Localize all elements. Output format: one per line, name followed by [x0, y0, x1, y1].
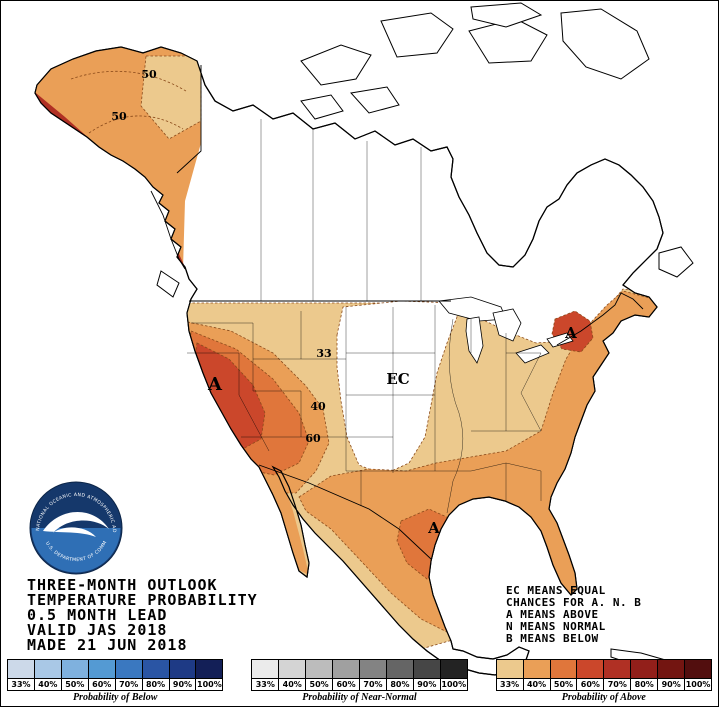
colorbar-tick-label: 60% — [577, 679, 605, 690]
great-lakes — [438, 296, 574, 364]
legend-note-line: CHANCES FOR A. N. B — [506, 596, 642, 609]
title-line: THREE-MONTH OUTLOOK — [27, 576, 218, 594]
alaska-50-contour — [70, 70, 187, 134]
colorbar-segment — [360, 660, 387, 678]
title-line: MADE 21 JUN 2018 — [27, 636, 188, 654]
colorbar-segment — [631, 660, 659, 678]
map-label-40: 40 — [310, 400, 326, 413]
colorbar-segment — [658, 660, 686, 678]
colorbar-segment — [386, 660, 414, 678]
title-block: THREE-MONTH OUTLOOK TEMPERATURE PROBABIL… — [27, 578, 258, 653]
map-label-a: A — [564, 324, 577, 342]
state-province-lines — [187, 119, 542, 514]
colorbar-tick-label: 90% — [170, 679, 197, 690]
colorbar-tick-label: 80% — [387, 679, 414, 690]
lake-erie — [515, 344, 550, 364]
colorbar-tick-label: 33% — [497, 679, 524, 690]
logo-lower-half — [31, 528, 121, 573]
map-label-60: 60 — [305, 432, 321, 445]
colorbar-tick-label: 33% — [252, 679, 280, 690]
colorbar-segment — [604, 660, 632, 678]
map-label-50: 50 — [141, 68, 157, 81]
colorbar-tick-label: 100% — [441, 680, 467, 689]
colorbar-segment — [685, 660, 712, 678]
colorbar-segment — [279, 660, 307, 678]
legend-note-line: B MEANS BELOW — [506, 632, 599, 645]
colorbar-tick-label: 40% — [524, 679, 551, 690]
title-line: TEMPERATURE PROBABILITY — [27, 591, 258, 609]
colorbar-segment — [115, 660, 143, 678]
colorbar-segment — [440, 660, 467, 678]
colorbar-segment — [523, 660, 551, 678]
colorbar-segment — [550, 660, 578, 678]
title-line: 0.5 MONTH LEAD — [27, 606, 168, 624]
colorbar-tick-label: 40% — [279, 679, 307, 690]
colorbar-segment — [61, 660, 89, 678]
colorbar-tick-label: 90% — [658, 679, 686, 690]
map-label-50: 50 — [111, 110, 127, 123]
probability-colorbars: 33% 40% 50% 60% 70% 80% 90% 100% Probability of … — [7, 659, 712, 703]
seagull-icon — [43, 511, 109, 537]
map-label-ec: EC — [386, 370, 409, 388]
colorbar-tick-label: 60% — [333, 679, 361, 690]
lake-huron — [492, 308, 522, 342]
lake-michigan — [465, 316, 484, 364]
legend-note-line: N MEANS NORMAL — [506, 620, 606, 633]
colorbar-segment — [577, 660, 605, 678]
lake-ontario — [546, 332, 574, 348]
map-label-a: A — [207, 374, 223, 395]
colorbar-segment — [8, 660, 35, 678]
colorbar-tick-label: 33% — [8, 679, 35, 690]
colorbar-tick-label: 60% — [89, 679, 116, 690]
national-borders — [150, 65, 644, 560]
colorbar-tick-label: 90% — [414, 679, 441, 690]
colorbar-tick-label: 50% — [62, 679, 89, 690]
colorbar-segment — [252, 660, 280, 678]
colorbar-segment — [34, 660, 62, 678]
colorbar-segment — [333, 660, 361, 678]
colorbar-above: 33% 40% 50% 60% 70% 80% 90% 100% Probability of … — [495, 659, 712, 703]
colorbar-below: 33% 40% 50% 60% 70% 80% 90% 100% Probability of … — [7, 659, 224, 703]
colorbar-caption: Probability of Below — [72, 692, 158, 703]
colorbar-tick-label: 100% — [685, 680, 711, 689]
ec-legend-note: EC MEANS EQUAL CHANCES FOR A. N. B A MEA… — [506, 585, 641, 645]
colorbar-segment — [169, 660, 197, 678]
colorbar-segment — [306, 660, 334, 678]
colorbar-tick-label: 70% — [360, 679, 387, 690]
colorbar-tick-label: 50% — [551, 679, 578, 690]
region-equal-chances — [336, 300, 458, 476]
colorbar-segment — [88, 660, 116, 678]
coastline-overlay — [34, 46, 664, 676]
colorbar-caption: Probability of Above — [561, 692, 646, 703]
colorbar-tick-label: 80% — [631, 679, 659, 690]
colorbar-tick-label: 70% — [604, 679, 632, 690]
colorbar-tick-label: 100% — [197, 680, 222, 689]
colorbar-segment — [142, 660, 170, 678]
colorbar-near_normal: 33% 40% 50% 60% 70% 80% 90% 100% Probability of … — [251, 659, 468, 703]
colorbar-caption: Probability of Near-Normal — [302, 692, 417, 703]
map-label-33: 33 — [316, 347, 331, 360]
colorbar-tick-label: 40% — [35, 679, 62, 690]
title-line: VALID JAS 2018 — [27, 621, 168, 639]
map-label-a: A — [427, 519, 440, 537]
map-labels: A EC A A 33 40 60 50 50 — [111, 68, 577, 537]
colorbar-segment — [496, 660, 524, 678]
colorbar-segment — [196, 660, 223, 678]
legend-note-line: EC MEANS EQUAL — [506, 584, 606, 597]
probability-regions — [35, 47, 663, 652]
colorbar-segment — [413, 660, 441, 678]
colorbar-tick-label: 70% — [116, 679, 143, 690]
colorbar-tick-label: 80% — [143, 679, 170, 690]
legend-note-line: A MEANS ABOVE — [506, 608, 599, 621]
colorbar-tick-label: 50% — [306, 679, 334, 690]
